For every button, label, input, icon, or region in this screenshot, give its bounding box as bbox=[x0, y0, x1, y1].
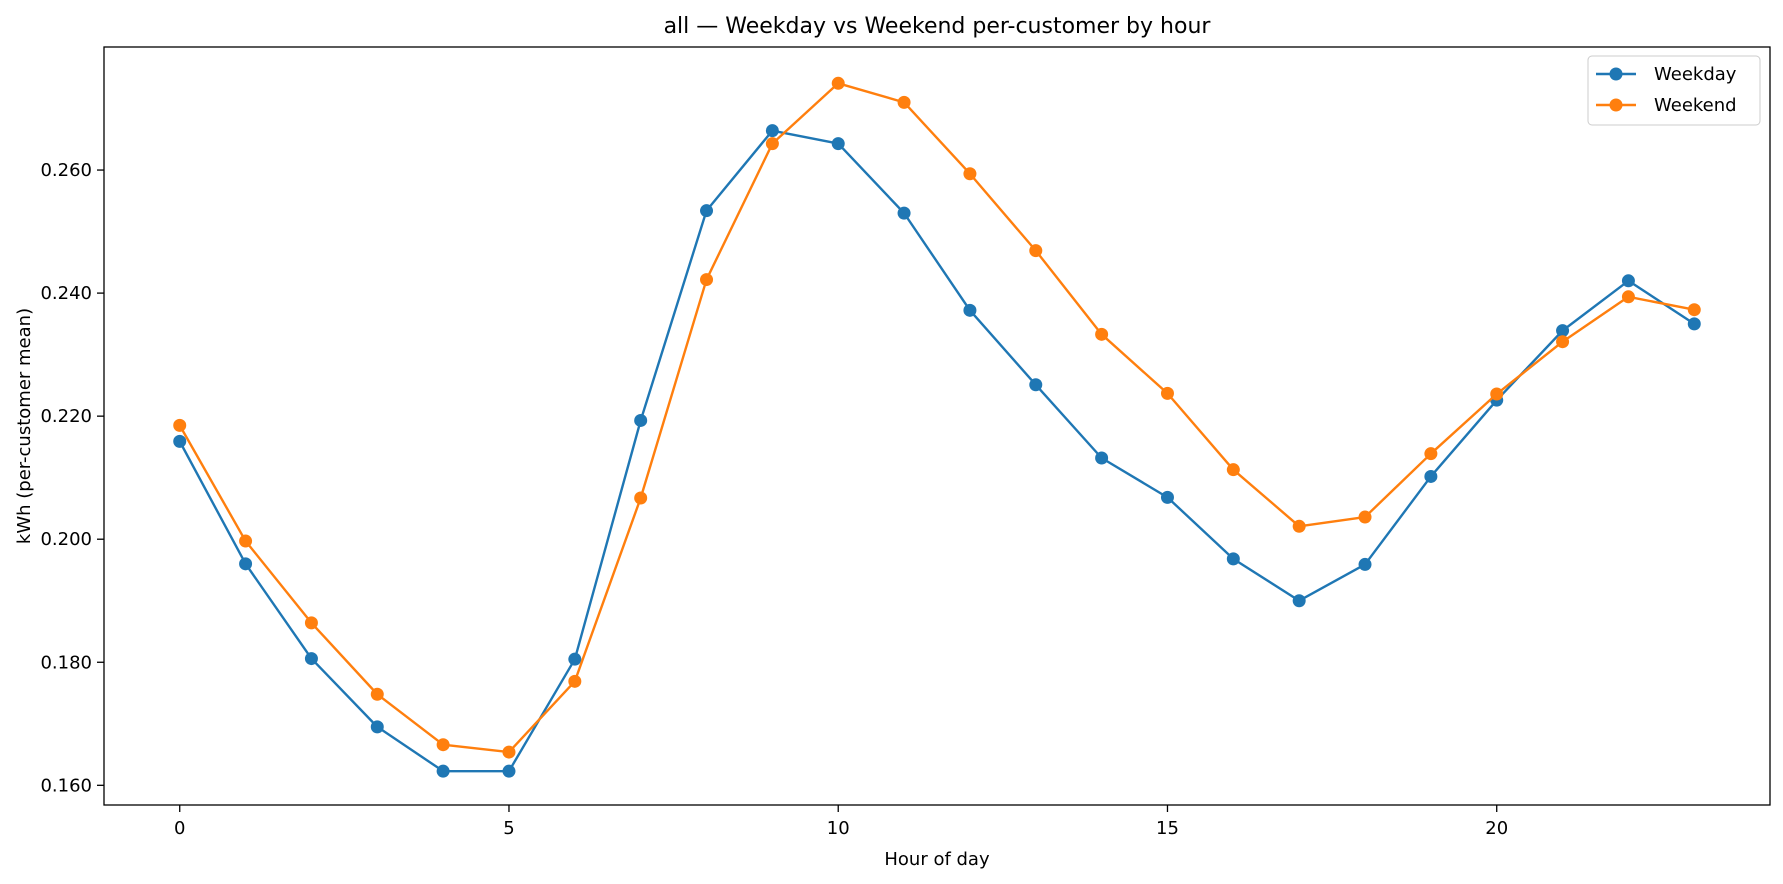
series-weekend bbox=[173, 76, 1701, 759]
y-tick-label: 0.160 bbox=[40, 775, 92, 796]
data-point-weekday bbox=[1424, 469, 1438, 483]
data-point-weekend bbox=[1556, 335, 1570, 349]
data-point-weekend bbox=[239, 534, 253, 548]
data-point-weekday bbox=[304, 652, 318, 666]
data-point-weekend bbox=[1424, 447, 1438, 461]
y-tick-label: 0.220 bbox=[40, 406, 92, 427]
data-point-weekend bbox=[963, 167, 977, 181]
y-tick-label: 0.240 bbox=[40, 283, 92, 304]
data-point-weekend bbox=[370, 687, 384, 701]
data-point-weekday bbox=[1160, 490, 1174, 504]
data-point-weekday bbox=[1621, 274, 1635, 288]
data-point-weekend bbox=[1490, 387, 1504, 401]
data-point-weekday bbox=[765, 124, 779, 138]
x-tick-label: 10 bbox=[827, 818, 850, 839]
series-weekday bbox=[173, 124, 1701, 778]
data-point-weekend bbox=[502, 745, 516, 759]
series-line-weekend bbox=[178, 82, 1695, 754]
data-point-weekend bbox=[304, 616, 318, 630]
legend-marker-weekend bbox=[1609, 98, 1623, 112]
data-point-weekend bbox=[1029, 244, 1043, 258]
data-point-weekday bbox=[1556, 324, 1570, 338]
series-line-weekday bbox=[178, 129, 1695, 773]
data-point-weekday bbox=[634, 413, 648, 427]
data-point-weekday bbox=[370, 720, 384, 734]
data-point-weekday bbox=[963, 303, 977, 317]
data-point-weekday bbox=[1226, 552, 1240, 566]
data-point-weekend bbox=[1621, 290, 1635, 304]
data-point-weekday bbox=[436, 764, 450, 778]
y-tick-label: 0.180 bbox=[40, 652, 92, 673]
data-point-weekday bbox=[831, 137, 845, 151]
data-point-weekday bbox=[1687, 317, 1701, 331]
data-point-weekday bbox=[1292, 594, 1306, 608]
x-axis-label: Hour of day bbox=[884, 849, 990, 870]
y-axis-label: kWh (per-customer mean) bbox=[14, 308, 35, 544]
legend: Weekday Weekend bbox=[1587, 55, 1761, 126]
data-point-weekend bbox=[897, 95, 911, 109]
data-point-weekend bbox=[173, 418, 187, 432]
data-point-weekend bbox=[634, 491, 648, 505]
y-axis: 0.160 0.180 0.200 0.220 0.240 0.260 bbox=[40, 160, 104, 796]
legend-label-weekday: Weekday bbox=[1654, 64, 1737, 85]
x-tick-label: 0 bbox=[174, 818, 185, 839]
plot-area bbox=[103, 46, 1771, 806]
x-axis: 0 5 10 15 20 bbox=[174, 805, 1508, 839]
data-point-weekday bbox=[1029, 378, 1043, 392]
data-point-weekday bbox=[1358, 557, 1372, 571]
data-point-weekend bbox=[1687, 303, 1701, 317]
data-point-weekday bbox=[897, 206, 911, 220]
data-point-weekend bbox=[1358, 510, 1372, 524]
y-tick-label: 0.200 bbox=[40, 529, 92, 550]
data-point-weekday bbox=[239, 557, 253, 571]
y-tick-label: 0.260 bbox=[40, 160, 92, 181]
data-point-weekday bbox=[568, 652, 582, 666]
data-point-weekend bbox=[831, 76, 845, 90]
data-point-weekend bbox=[1160, 386, 1174, 400]
data-point-weekend bbox=[700, 273, 714, 287]
x-tick-label: 5 bbox=[503, 818, 514, 839]
data-point-weekday bbox=[700, 204, 714, 218]
data-point-weekday bbox=[502, 764, 516, 778]
x-tick-label: 15 bbox=[1156, 818, 1179, 839]
data-point-weekend bbox=[568, 674, 582, 688]
x-tick-label: 20 bbox=[1485, 818, 1508, 839]
data-point-weekday bbox=[173, 434, 187, 448]
data-point-weekend bbox=[1226, 463, 1240, 477]
legend-label-weekend: Weekend bbox=[1654, 95, 1737, 116]
data-point-weekend bbox=[436, 738, 450, 752]
data-point-weekday bbox=[1095, 451, 1109, 465]
data-point-weekend bbox=[1095, 327, 1109, 341]
data-point-weekend bbox=[1292, 519, 1306, 533]
chart-title: all — Weekday vs Weekend per-customer by… bbox=[664, 14, 1212, 39]
data-point-weekend bbox=[765, 137, 779, 151]
series-layer bbox=[173, 76, 1701, 778]
legend-marker-weekday bbox=[1609, 67, 1623, 81]
